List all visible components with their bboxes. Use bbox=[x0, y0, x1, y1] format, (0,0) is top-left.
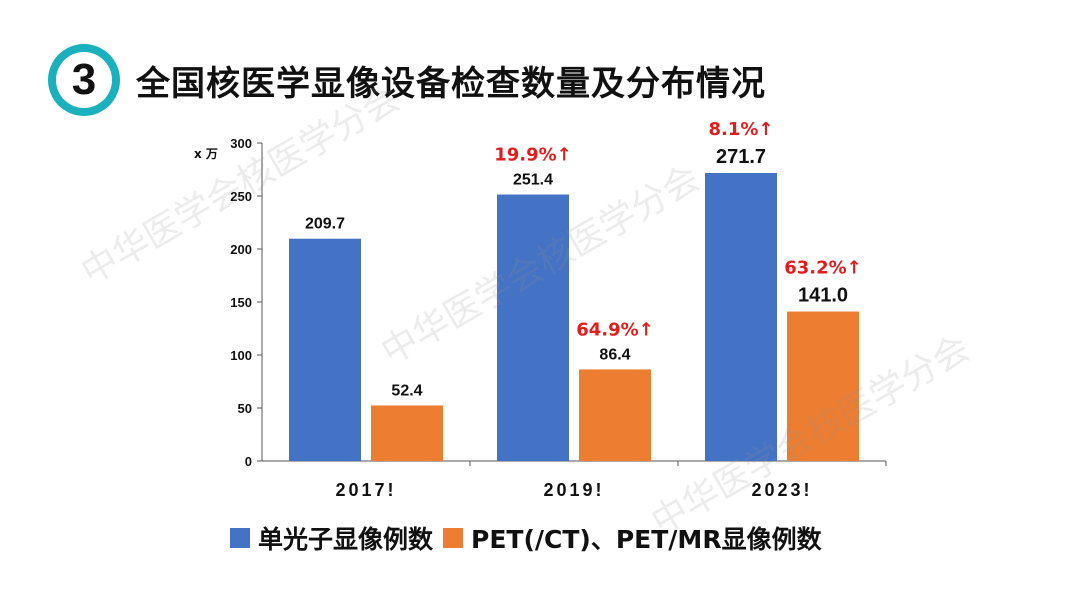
y-axis-unit-label: x 万 bbox=[194, 147, 218, 161]
page-title: 全国核医学显像设备检查数量及分布情况 bbox=[136, 63, 766, 104]
x-tick-label: 2017! bbox=[335, 480, 396, 500]
y-tick-label: 100 bbox=[230, 348, 252, 363]
data-label: 251.4 bbox=[513, 172, 553, 189]
y-tick-label: 0 bbox=[245, 454, 252, 469]
growth-label: 19.9%↑ bbox=[494, 145, 572, 166]
bar-single-photon-0 bbox=[289, 238, 361, 461]
bar-single-photon-1 bbox=[497, 194, 569, 462]
y-tick-label: 200 bbox=[230, 242, 252, 257]
data-label: 52.4 bbox=[391, 382, 422, 399]
y-tick-label: 250 bbox=[230, 189, 252, 204]
legend-label-series1: 单光子显像例数 bbox=[258, 525, 434, 554]
legend-item-series1: 单光子显像例数 bbox=[230, 520, 433, 556]
growth-label: 8.1%↑ bbox=[708, 119, 773, 140]
growth-label: 63.2%↑ bbox=[784, 258, 862, 279]
y-tick-label: 150 bbox=[230, 295, 252, 310]
section-number-badge: 3 bbox=[48, 44, 120, 116]
data-label: 209.7 bbox=[305, 216, 345, 233]
data-label: 141.0 bbox=[798, 285, 848, 307]
legend-swatch-series2 bbox=[443, 528, 464, 548]
legend-swatch-series1 bbox=[230, 528, 250, 548]
data-label: 271.7 bbox=[716, 146, 766, 168]
x-tick-label: 2023! bbox=[751, 480, 812, 500]
growth-label: 64.9%↑ bbox=[576, 319, 654, 340]
chart-legend: 单光子显像例数 PET(/CT)、PET/MR显像例数 bbox=[230, 520, 832, 556]
x-tick-label: 2019! bbox=[543, 480, 604, 500]
bar-pet-1 bbox=[579, 369, 651, 461]
y-tick-label: 50 bbox=[238, 401, 252, 416]
legend-label-series2: PET(/CT)、PET/MR显像例数 bbox=[471, 525, 822, 554]
bar-pet-0 bbox=[371, 405, 443, 461]
data-label: 86.4 bbox=[599, 346, 630, 363]
bar-pet-2 bbox=[787, 311, 859, 461]
legend-item-series2: PET(/CT)、PET/MR显像例数 bbox=[443, 520, 822, 556]
header: 3 全国核医学显像设备检查数量及分布情况 bbox=[48, 42, 766, 118]
bar-single-photon-2 bbox=[705, 172, 777, 462]
y-tick-label: 300 bbox=[230, 136, 252, 151]
section-number: 3 bbox=[56, 52, 112, 108]
